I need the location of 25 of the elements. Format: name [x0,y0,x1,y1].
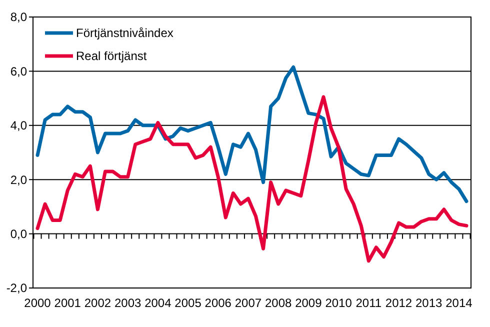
x-tick-label: 2011 [356,296,382,310]
x-tick-label: 2002 [84,296,112,310]
line-series [36,95,468,263]
y-tick-label: 2,0 [10,172,28,187]
x-tick-label: 2000 [24,296,52,310]
legend-label: Real förtjänst [76,49,148,64]
line-series [36,65,468,204]
x-tick-label: 2001 [54,296,82,310]
y-tick-label: 4,0 [10,118,28,133]
y-tick-label: 0,0 [10,227,28,241]
legend-label: Förtjänstnivåindex [76,26,174,40]
x-tick-label: 2013 [416,296,443,310]
y-tick-label: 6,0 [10,64,28,78]
x-tick-label: 2012 [385,296,412,310]
x-tick-label: 2003 [114,296,142,310]
x-tick-label: 2005 [174,296,202,310]
x-tick-label: 2014 [446,296,473,310]
x-tick-label: 2009 [295,296,322,310]
x-tick-label: 2008 [264,296,292,310]
x-tick-label: 2010 [325,296,352,310]
x-tick-label: 2007 [234,296,262,310]
x-tick-label: 2004 [144,296,172,310]
y-tick-label: -2,0 [6,281,28,296]
y-tick-label: 8,0 [10,10,28,24]
x-tick-label: 2006 [204,296,232,310]
